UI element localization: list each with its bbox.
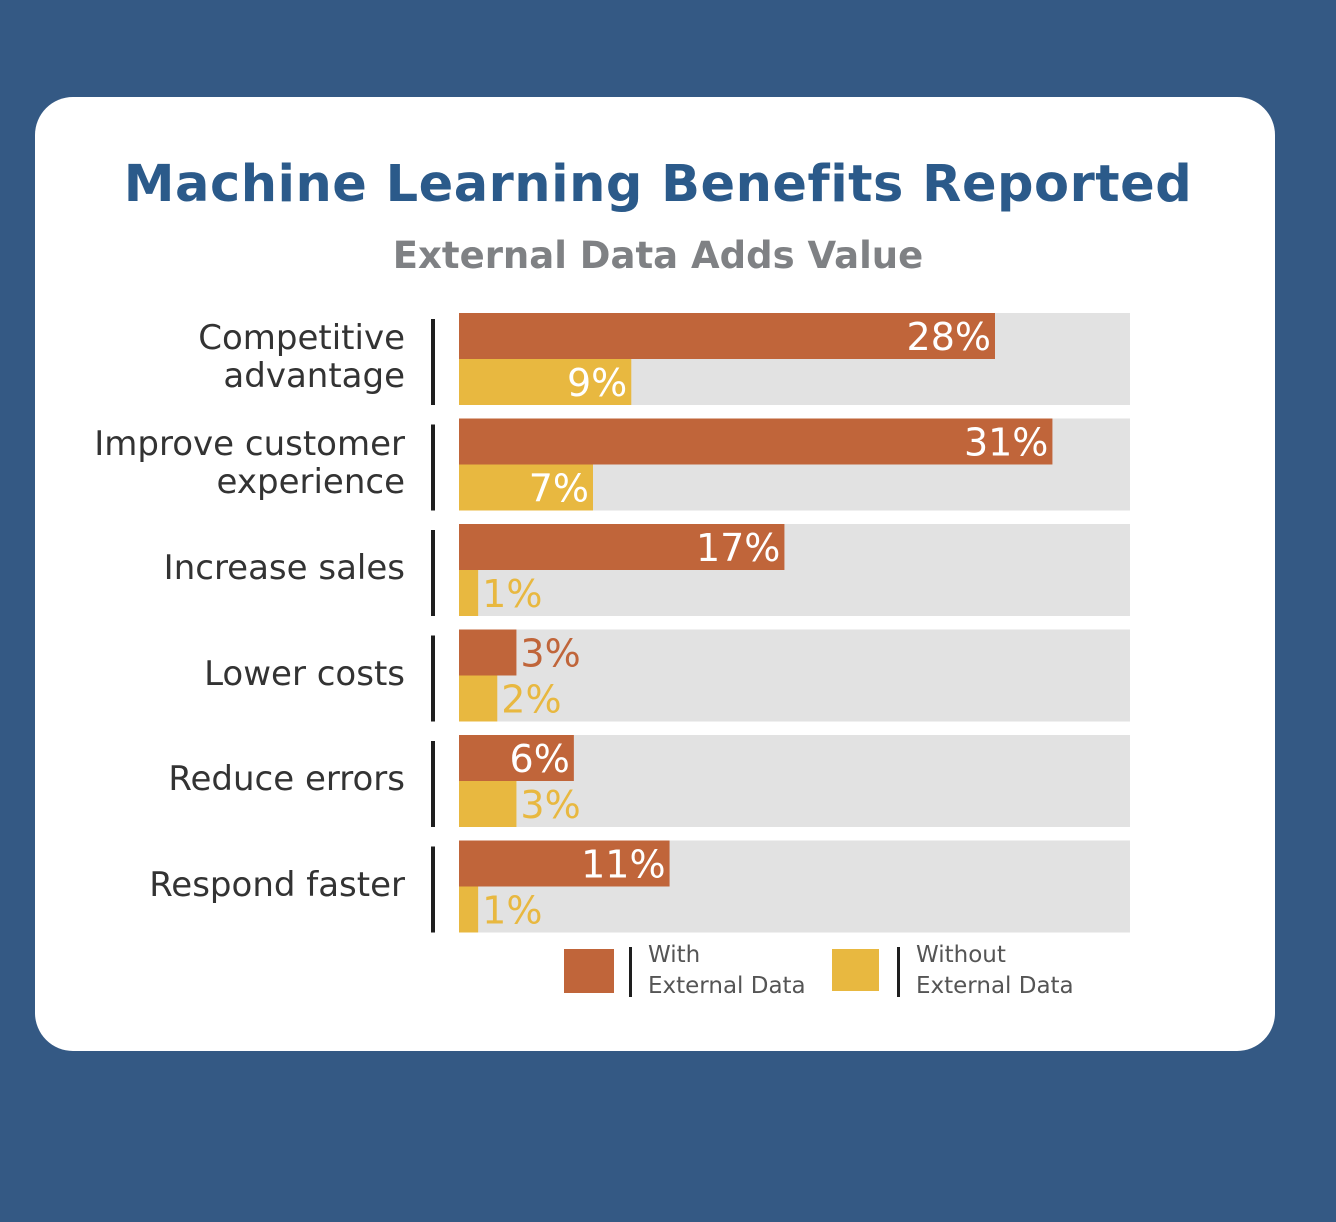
bar-with-external-0 <box>459 313 995 359</box>
category-label-2: Increase sales <box>164 549 405 587</box>
data-label-without-external-0: 9% <box>567 361 627 405</box>
legend-label-without-external-data: Without External Data <box>916 942 1074 999</box>
category-label-line: Improve customer <box>94 423 405 464</box>
category-label-line: Lower costs <box>204 653 405 694</box>
category-divider-1 <box>431 424 435 511</box>
category-label-line: Competitive <box>198 318 405 358</box>
data-label-with-external-5: 11% <box>581 843 665 887</box>
bar-track-3 <box>459 629 1130 722</box>
bar-without-external-2 <box>459 570 479 616</box>
category-label-0: Competitive advantage <box>198 319 405 395</box>
data-label-with-external-2: 17% <box>696 526 780 570</box>
legend-swatch-with-external-data <box>564 949 614 993</box>
bar-with-external-2 <box>459 524 785 570</box>
category-label-line: Increase sales <box>163 548 405 588</box>
category-divider-3 <box>431 635 435 722</box>
chart-title: Machine Learning Benefits Reported <box>123 155 1193 214</box>
category-label-1: Improve customer experience <box>94 425 405 501</box>
bar-with-external-3 <box>459 629 517 676</box>
chart-subtitle: External Data Adds Value <box>392 234 924 277</box>
category-label-line: Reduce errors <box>168 759 405 799</box>
bar-with-external-5 <box>459 840 670 887</box>
category-label-3: Lower costs <box>204 655 405 693</box>
category-label-line: advantage <box>223 356 405 396</box>
data-label-with-external-0: 28% <box>907 315 991 359</box>
bar-without-external-3 <box>459 675 498 722</box>
data-label-without-external-3: 2% <box>501 678 561 722</box>
bar-with-external-4 <box>459 735 574 781</box>
bar-without-external-0 <box>459 359 632 405</box>
bar-without-external-4 <box>459 781 517 827</box>
bar-with-external-1 <box>459 418 1053 465</box>
category-divider-5 <box>431 846 435 933</box>
category-divider-0 <box>431 319 435 405</box>
data-label-with-external-4: 6% <box>510 737 570 781</box>
data-label-with-external-1: 31% <box>964 421 1048 465</box>
category-label-line: experience <box>216 461 405 502</box>
category-label-5: Respond faster <box>149 866 405 904</box>
data-label-with-external-3: 3% <box>520 632 580 676</box>
legend-swatch-without-external-data <box>832 949 879 991</box>
category-label-4: Reduce errors <box>168 760 405 798</box>
data-label-without-external-1: 7% <box>529 467 589 511</box>
category-divider-4 <box>431 741 435 827</box>
bar-without-external-5 <box>459 886 479 933</box>
bar-without-external-1 <box>459 464 593 511</box>
data-label-without-external-5: 1% <box>482 889 542 933</box>
legend-divider-without <box>897 947 900 997</box>
category-divider-2 <box>431 530 435 616</box>
legend-label-with-external-data: With External Data <box>648 942 806 999</box>
legend-divider-with <box>629 947 632 997</box>
data-label-without-external-2: 1% <box>482 572 542 616</box>
category-label-line: Respond faster <box>149 864 405 905</box>
data-label-without-external-4: 3% <box>520 783 580 827</box>
